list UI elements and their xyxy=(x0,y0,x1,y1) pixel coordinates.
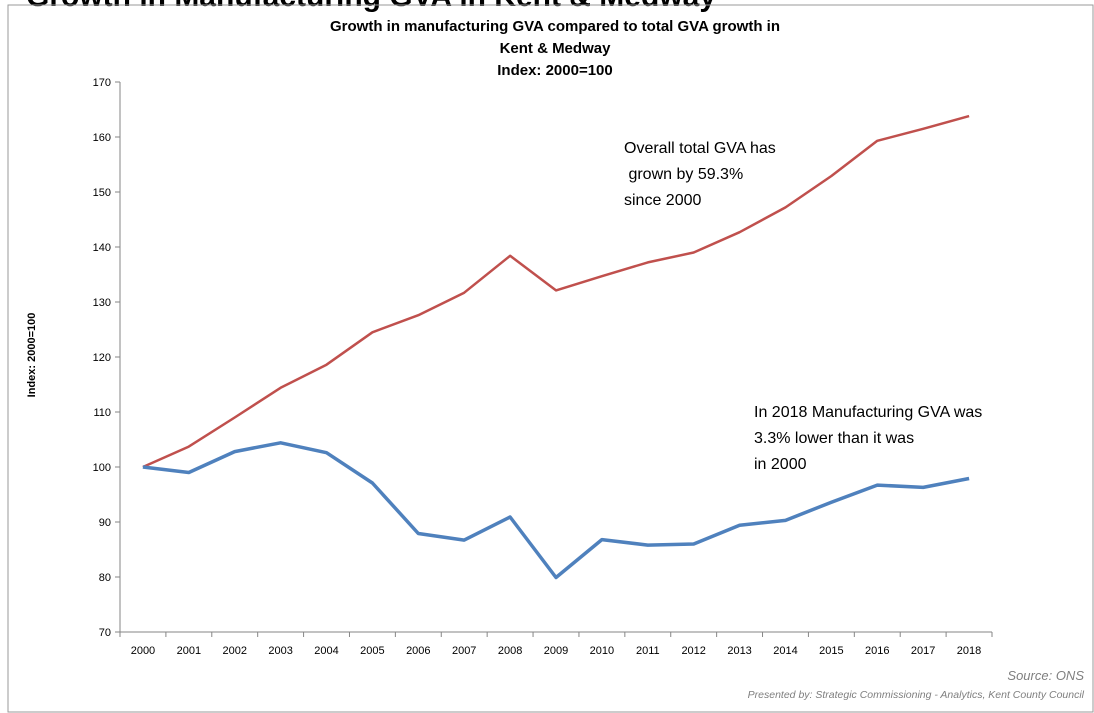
x-tick-label: 2005 xyxy=(360,645,384,657)
y-tick-label: 160 xyxy=(93,132,111,144)
presented-by-note: Presented by: Strategic Commissioning - … xyxy=(747,689,1084,701)
total-gva-line xyxy=(142,114,970,469)
y-tick-label: 100 xyxy=(93,462,111,474)
x-tick-label: 2001 xyxy=(177,645,201,657)
chart-title-line-3: Index: 2000=100 xyxy=(497,62,613,79)
x-tick-label: 2018 xyxy=(957,645,981,657)
manufacturing-gva-line xyxy=(142,441,970,580)
total-gva-annotation: Overall total GVA has grown by 59.3% sin… xyxy=(624,140,776,209)
x-tick-label: 2002 xyxy=(222,645,246,657)
x-tick-label: 2017 xyxy=(911,645,935,657)
y-tick-label: 170 xyxy=(93,77,111,89)
x-tick-label: 2016 xyxy=(865,645,889,657)
y-tick-label: 120 xyxy=(93,352,111,364)
clipped-page-heading: Growth in Manufacturing GVA in Kent & Me… xyxy=(26,0,716,14)
y-tick-label: 90 xyxy=(99,517,111,529)
y-tick-label: 150 xyxy=(93,187,111,199)
x-tick-label: 2014 xyxy=(773,645,797,657)
y-tick-label: 70 xyxy=(99,627,111,639)
x-tick-label: 2009 xyxy=(544,645,568,657)
manufacturing-gva-annotation: In 2018 Manufacturing GVA was 3.3% lower… xyxy=(754,404,983,473)
x-tick-label: 2006 xyxy=(406,645,430,657)
x-tick-label: 2007 xyxy=(452,645,476,657)
x-tick-label: 2010 xyxy=(590,645,614,657)
x-tick-label: 2013 xyxy=(727,645,751,657)
chart-title: Growth in manufacturing GVA compared to … xyxy=(120,16,990,82)
x-tick-label: 2004 xyxy=(314,645,338,657)
y-tick-label: 130 xyxy=(93,297,111,309)
source-note: Source: ONS xyxy=(1007,668,1084,683)
y-tick-label: 140 xyxy=(93,242,111,254)
y-tick-label: 110 xyxy=(93,407,111,419)
x-tick-label: 2012 xyxy=(681,645,705,657)
x-tick-label: 2008 xyxy=(498,645,522,657)
x-tick-label: 2003 xyxy=(268,645,292,657)
x-tick-label: 2000 xyxy=(131,645,155,657)
y-tick-label: 80 xyxy=(99,572,111,584)
x-tick-label: 2015 xyxy=(819,645,843,657)
x-tick-label: 2011 xyxy=(636,645,660,657)
chart-title-line-1: Growth in manufacturing GVA compared to … xyxy=(330,18,780,35)
chart-title-line-2: Kent & Medway xyxy=(499,40,611,57)
